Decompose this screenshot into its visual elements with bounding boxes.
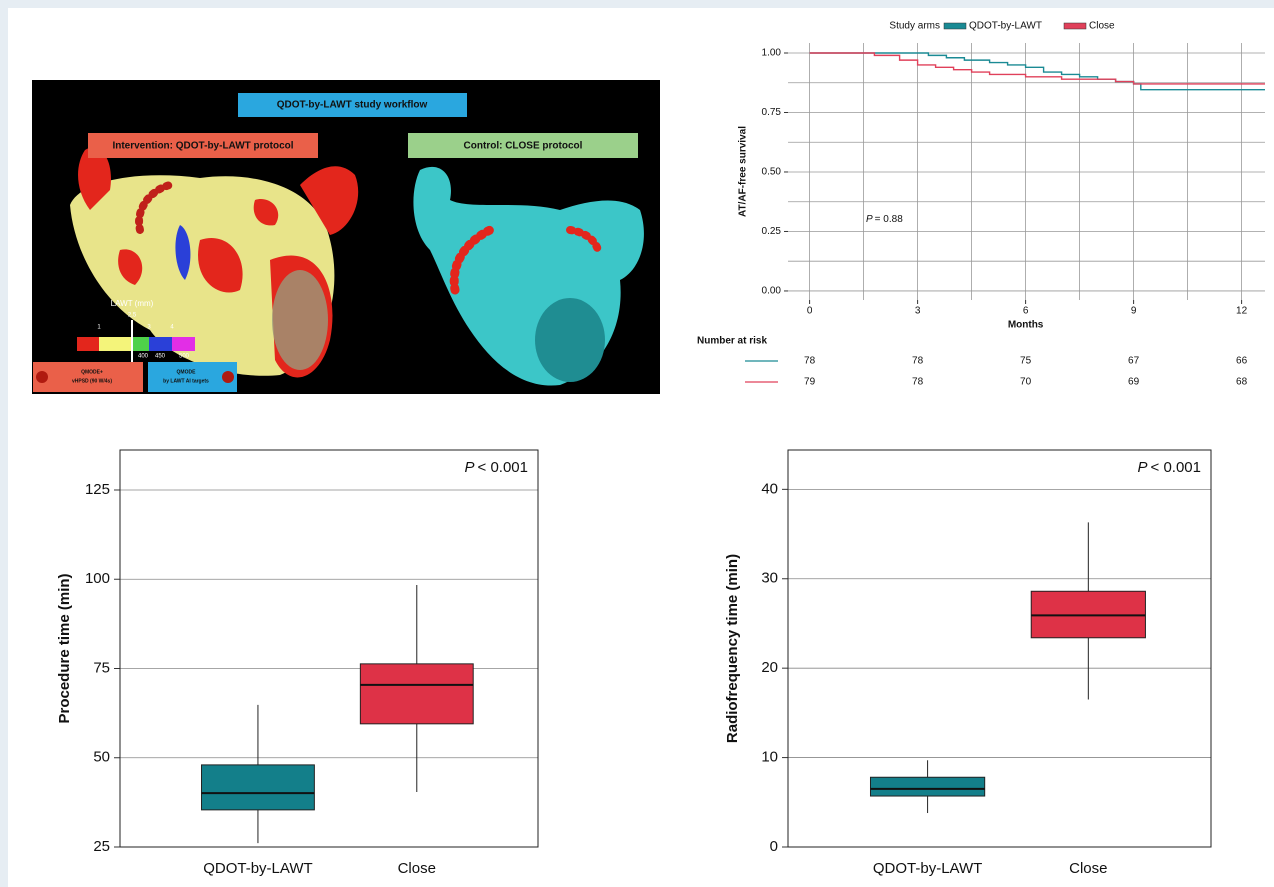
legend-right-dot: [222, 371, 234, 383]
workflow: QDOT-by-LAWT study workflow Intervention…: [32, 80, 660, 394]
y-tick-label: 0: [770, 838, 778, 855]
scale-segment: [132, 337, 149, 351]
legend-label: Close: [1089, 21, 1115, 32]
x-tick-label: 6: [1023, 306, 1029, 317]
legend-label: QDOT-by-LAWT: [969, 21, 1042, 32]
scale-segment: [99, 337, 132, 351]
p-value: < 0.001: [1151, 459, 1201, 476]
risk-count: 66: [1236, 356, 1248, 367]
scale-label: 2,5: [128, 313, 137, 319]
ai-label: 500: [179, 354, 190, 360]
risk-count: 68: [1236, 377, 1248, 388]
y-tick-label: 0.75: [762, 107, 782, 118]
y-tick-label: 125: [85, 481, 110, 498]
y-tick-label: 75: [93, 659, 110, 676]
y-tick-label: 1.00: [762, 48, 782, 59]
y-tick-label: 0.25: [762, 226, 782, 237]
risk-count: 78: [804, 356, 816, 367]
figure: QDOT-by-LAWT study workflow Intervention…: [0, 0, 1274, 887]
y-tick-label: 10: [761, 749, 778, 766]
y-axis-title: Radiofrequency time (min): [724, 554, 741, 743]
x-tick-label: 3: [915, 306, 921, 317]
legend-left-line: vHPSD (90 W/4s): [72, 378, 112, 384]
mitral-plane: [272, 270, 328, 370]
ai-label: 400: [138, 354, 149, 360]
x-tick-label: QDOT-by-LAWT: [203, 860, 312, 877]
risk-count: 75: [1020, 356, 1032, 367]
scale-segment: [172, 337, 195, 351]
x-tick-label: 12: [1236, 306, 1248, 317]
legend-swatch: [944, 23, 966, 29]
box: [870, 777, 984, 796]
risk-count: 79: [804, 377, 816, 388]
y-tick-label: 0.50: [762, 167, 782, 178]
x-tick-label: 0: [807, 306, 813, 317]
y-axis-title: AT/AF-free survival: [738, 126, 749, 217]
p-annotation: P< 0.001: [465, 459, 528, 476]
x-tick-label: QDOT-by-LAWT: [873, 860, 982, 877]
risk-count: 70: [1020, 377, 1032, 388]
p-value: = 0.88: [875, 214, 904, 225]
y-tick-label: 40: [761, 480, 778, 497]
box: [360, 664, 473, 724]
p-symbol: P: [1138, 459, 1148, 476]
x-axis-title: Months: [1008, 320, 1044, 331]
intervention-label: Intervention: QDOT-by-LAWT protocol: [112, 141, 293, 152]
legend-swatch: [1064, 23, 1086, 29]
x-tick-label: 9: [1131, 306, 1137, 317]
risk-count: 78: [912, 356, 924, 367]
risk-count: 78: [912, 377, 924, 388]
legend-left-line: QMODE+: [81, 369, 103, 375]
y-tick-label: 0.00: [762, 286, 782, 297]
y-tick-label: 30: [761, 570, 778, 587]
box: [202, 765, 315, 810]
y-tick-label: 20: [761, 659, 778, 676]
scale-segment: [149, 337, 172, 351]
y-tick-label: 100: [85, 570, 110, 587]
p-symbol: P: [465, 459, 475, 476]
legend-title: Study arms: [889, 21, 940, 32]
legend-right-line: by LAWT AI targets: [163, 378, 209, 384]
y-tick-label: 50: [93, 749, 110, 766]
y-axis-title: Procedure time (min): [56, 573, 73, 723]
control-label: Control: CLOSE protocol: [464, 141, 583, 152]
scale-title: LAWT (mm): [111, 299, 154, 308]
risk-count: 67: [1128, 356, 1140, 367]
risk-table-title: Number at risk: [697, 336, 767, 347]
p-annotation: P< 0.001: [1138, 459, 1201, 476]
workflow-title: QDOT-by-LAWT study workflow: [277, 100, 428, 111]
legend-right-line: QMODE: [177, 369, 197, 375]
y-tick-label: 25: [93, 838, 110, 855]
legend-left-dot: [36, 371, 48, 383]
mitral-plane-right: [535, 298, 605, 382]
ai-label: 450: [155, 354, 166, 360]
risk-count: 69: [1128, 377, 1140, 388]
x-tick-label: Close: [398, 860, 436, 877]
p-symbol: P: [866, 214, 873, 225]
p-annotation: P= 0.88: [866, 214, 903, 225]
legend-left-box: [33, 362, 143, 392]
p-value: < 0.001: [478, 459, 528, 476]
scale-segment: [77, 337, 99, 351]
x-tick-label: Close: [1069, 860, 1107, 877]
